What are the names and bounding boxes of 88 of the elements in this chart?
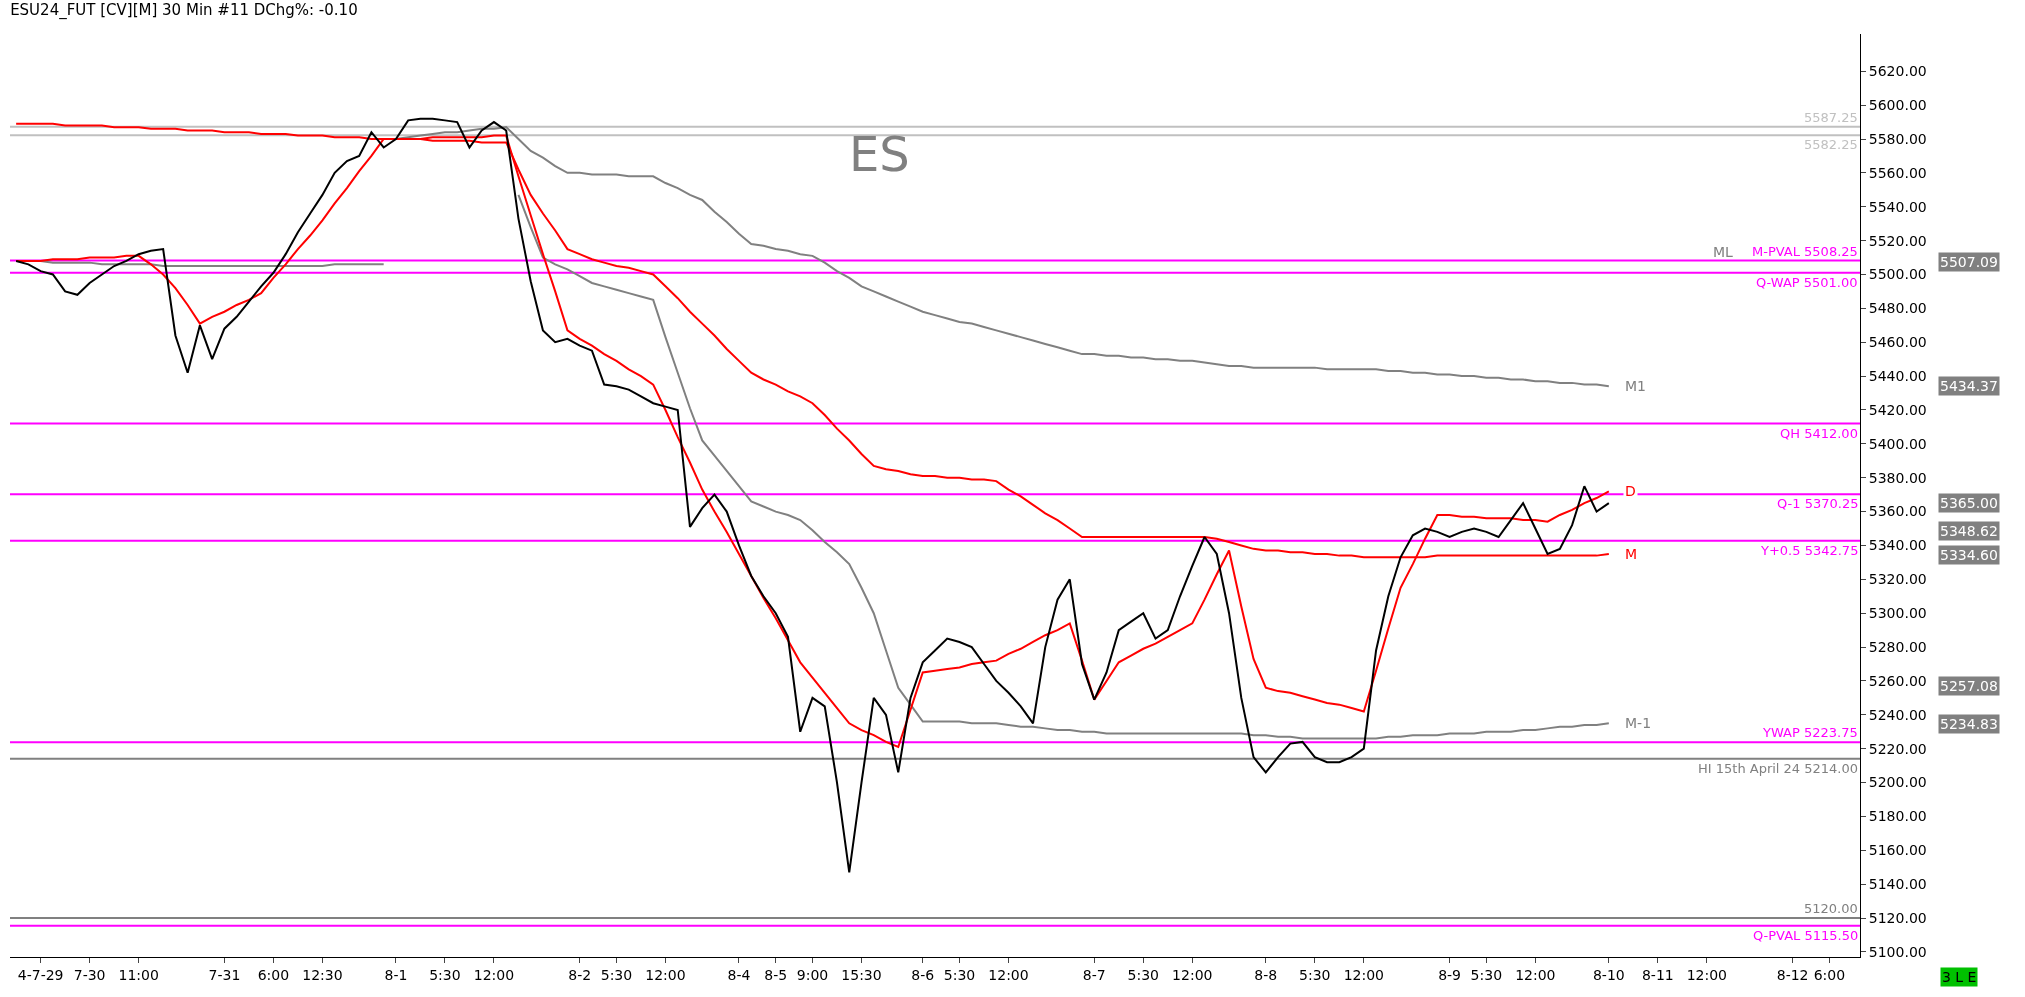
ref-line-label: Q-PVAL 5115.50 [1753,928,1859,943]
y-tick-label: 5100.00 [1868,943,1927,960]
y-tick-label: 5120.00 [1868,909,1927,926]
ref-line-label: 5582.25 [1804,137,1858,152]
x-tick-label: 12:00 [1515,966,1556,983]
x-tick-label: 5:30 [1470,966,1503,983]
ref-line-label: 5587.25 [1804,110,1858,125]
y-tick-label: 5400.00 [1868,435,1927,452]
x-tick-label: 8-1 [384,966,408,983]
line-series [15,117,1610,874]
x-tick-label: 8-9 [1438,966,1462,983]
y-tick-label: 5620.00 [1868,63,1927,80]
x-tick-label: 5:30 [943,966,976,983]
y-tick-label: 5560.00 [1868,164,1927,181]
y-tick-label: 5220.00 [1868,740,1927,757]
text: 5365.00 [1940,495,1998,511]
x-tick-label: 12:00 [988,966,1029,983]
series-label: M-1 [1625,715,1652,731]
x-tick-label: 15:30 [841,966,882,983]
x-tick-label: 8-8 [1254,966,1278,983]
x-tick-label: 8-5 [764,966,788,983]
y-tick-label: 5300.00 [1868,605,1927,622]
y-tick-label: 5540.00 [1868,198,1927,215]
y-tick-label: 5380.00 [1868,469,1927,486]
ref-line-label: QH 5412.00 [1780,426,1858,441]
ref-line-label: 5120.00 [1804,901,1858,916]
x-tick-label: 8-4 [727,966,751,983]
x-tick-label: 8-2 [568,966,592,983]
line-series [517,193,1610,740]
x-tick-label: 9:00 [796,966,829,983]
x-tick-label: 8-10 [1592,966,1625,983]
x-tick-label: 8-7 [1082,966,1106,983]
text: 3 L E [1942,969,1977,985]
ref-line-label: M-PVAL 5508.25 [1752,244,1858,259]
x-tick-label: 7-31 [208,966,241,983]
series-label: M1 [1625,378,1646,394]
x-tick-label: 6:00 [257,966,290,983]
ref-line-label: HI 15th April 24 5214.00 [1698,761,1859,776]
ref-line-label: Y+0.5 5342.75 [1760,543,1859,558]
y-tick-label: 5520.00 [1868,232,1927,249]
text: 5348.62 [1940,523,1998,539]
y-tick-label: 5440.00 [1868,368,1927,384]
x-tick-label: 5:30 [600,966,633,983]
x-tick-label: 11:00 [118,966,159,983]
y-tick-label: 5320.00 [1868,571,1927,588]
y-tick-label: 5180.00 [1868,808,1927,825]
y-tick-label: 5260.00 [1868,672,1927,689]
y-tick-label: 5600.00 [1868,97,1927,114]
y-tick-label: 5280.00 [1868,638,1927,655]
ref-line-label: YWAP 5223.75 [1762,725,1858,740]
x-tick-label: 12:00 [473,966,515,983]
y-tick-label: 5420.00 [1868,401,1927,418]
annotation: ES [849,126,910,182]
annotation: ML [1713,244,1734,260]
x-tick-label: 12:00 [1686,966,1728,983]
y-tick-label: 5480.00 [1868,300,1927,317]
x-tick-label: 5:30 [1127,966,1160,983]
x-tick-label: 12:00 [1343,966,1384,983]
x-tick-label: 4-7-29 [17,966,64,983]
x-tick-label: 12:30 [302,966,343,983]
ref-line-label: Q-1 5370.25 [1777,496,1859,511]
y-tick-label: 5580.00 [1868,130,1927,147]
text: 5334.60 [1940,547,1998,563]
y-tick-label: 5360.00 [1868,503,1927,520]
y-tick-label: 5240.00 [1868,706,1927,723]
y-tick-label: 5140.00 [1868,876,1927,893]
y-tick-label: 5340.00 [1868,537,1927,554]
y-tick-label: 5460.00 [1868,334,1927,351]
text: 5257.08 [1940,678,1998,694]
text: 5507.09 [1940,254,1998,270]
x-tick-label: 8-12 [1776,966,1809,983]
x-tick-label: 7-30 [73,966,106,983]
x-tick-label: 12:00 [645,966,686,983]
text: 5434.37 [1940,378,1998,394]
x-tick-label: 6:00 [1813,966,1846,983]
ref-line-label: Q-WAP 5501.00 [1756,275,1858,290]
x-tick-label: 12:00 [1172,966,1213,983]
x-tick-label: 8-6 [911,966,935,983]
y-tick-label: 5160.00 [1868,842,1927,859]
y-tick-label: 5200.00 [1868,774,1927,791]
x-tick-label: 5:30 [429,966,461,983]
x-tick-label: 8-11 [1641,966,1674,983]
series-label: M [1625,546,1638,562]
y-tick-label: 5500.00 [1868,266,1927,283]
text: 5234.83 [1940,716,1998,732]
x-tick-label: 5:30 [1299,966,1331,983]
series-label: D [1625,483,1636,499]
chart-title: ESU24_FUT [CV][M] 30 Min #11 DChg%: -0.10 [10,1,358,21]
